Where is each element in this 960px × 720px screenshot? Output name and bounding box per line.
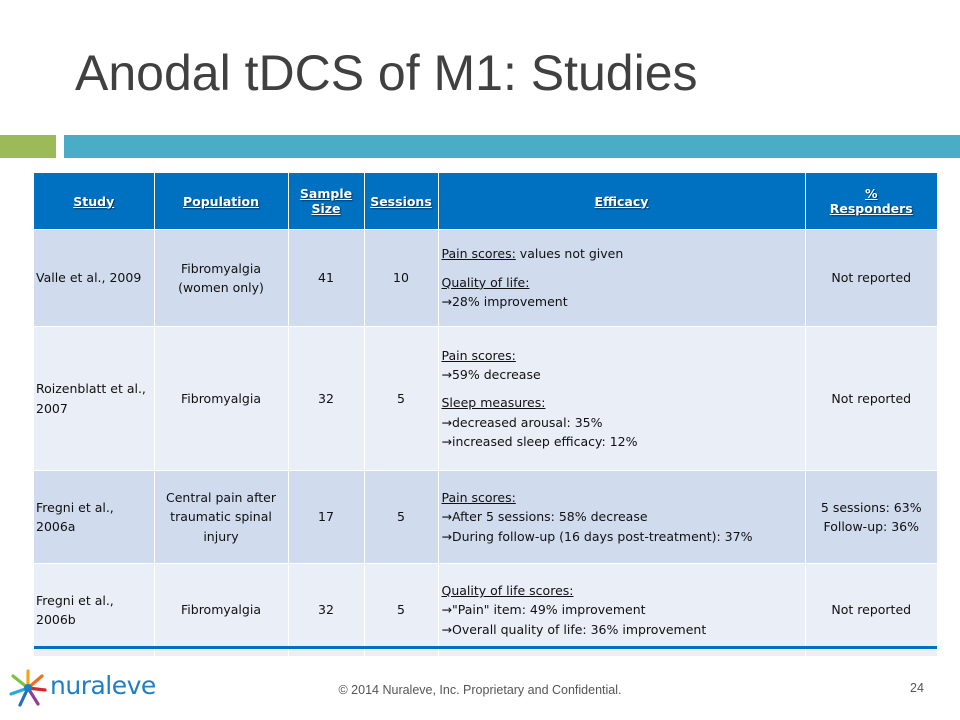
header-responders-line1: % — [864, 186, 878, 201]
cell-responders: Not reported — [805, 326, 937, 471]
efficacy-text: values not given — [515, 246, 624, 262]
header-sample-size-line2: Size — [311, 201, 341, 216]
cell-sessions: 5 — [364, 470, 439, 564]
cell-responders: Not reported — [805, 229, 937, 327]
header-population: Population — [154, 173, 289, 230]
cell-responders: Not reported — [805, 563, 937, 656]
efficacy-line: →decreased arousal: 35% — [441, 414, 603, 430]
cell-population: Fibromyalgia — [154, 563, 289, 656]
table-row: Fregni et al., 2006a Central pain after … — [34, 470, 937, 564]
cell-sample-size: 32 — [288, 563, 365, 656]
efficacy-heading: Pain scores: — [441, 246, 516, 262]
efficacy-heading: Quality of life: — [441, 274, 530, 290]
efficacy-heading: Sleep measures: — [441, 395, 546, 411]
table-bottom-border — [34, 646, 937, 649]
starburst-logo-icon — [9, 669, 47, 707]
table-row: Valle et al., 2009 Fibromyalgia (women o… — [34, 229, 937, 327]
page-number: 24 — [910, 681, 924, 695]
logo-wordmark: nuraleve — [50, 671, 156, 700]
cell-sample-size: 32 — [288, 326, 365, 471]
header-responders-line2: Responders — [829, 201, 913, 216]
efficacy-line: →increased sleep efficacy: 12% — [441, 434, 638, 450]
accent-bar-green — [0, 135, 56, 158]
efficacy-heading: Pain scores: — [441, 347, 516, 363]
efficacy-line: →28% improvement — [441, 294, 568, 310]
efficacy-heading: Quality of life scores: — [441, 582, 574, 598]
studies-table: Study Population Sample Size Sessions Ef… — [34, 173, 937, 656]
cell-efficacy: Pain scores: →After 5 sessions: 58% decr… — [438, 470, 806, 564]
cell-efficacy: Pain scores: values not given Quality of… — [438, 229, 806, 327]
efficacy-line: →59% decrease — [441, 366, 541, 382]
cell-efficacy: Pain scores: →59% decrease Sleep measure… — [438, 326, 806, 471]
cell-sessions: 10 — [364, 229, 439, 327]
efficacy-heading: Pain scores: — [441, 489, 516, 505]
cell-study: Fregni et al., 2006a — [34, 470, 155, 564]
accent-bar-blue — [64, 135, 960, 158]
cell-study: Fregni et al., 2006b — [34, 563, 155, 656]
cell-sample-size: 17 — [288, 470, 365, 564]
nuraleve-logo: nuraleve — [8, 668, 168, 708]
responders-line: 5 sessions: 63% — [820, 499, 922, 515]
cell-sample-size: 41 — [288, 229, 365, 327]
cell-population: Fibromyalgia (women only) — [154, 229, 289, 327]
cell-efficacy: Quality of life scores: →"Pain" item: 49… — [438, 563, 806, 656]
efficacy-line: Pain scores: values not given — [442, 244, 800, 263]
header-sample-size: Sample Size — [288, 173, 365, 230]
cell-sessions: 5 — [364, 563, 439, 656]
table-header-row: Study Population Sample Size Sessions Ef… — [34, 173, 937, 230]
cell-study: Roizenblatt et al., 2007 — [34, 326, 155, 471]
cell-population: Fibromyalgia — [154, 326, 289, 471]
efficacy-line: →Overall quality of life: 36% improvemen… — [441, 621, 707, 637]
cell-sessions: 5 — [364, 326, 439, 471]
cell-responders: 5 sessions: 63% Follow-up: 36% — [805, 470, 937, 564]
efficacy-line: →During follow-up (16 days post-treatmen… — [441, 528, 753, 544]
header-responders: % Responders — [805, 173, 937, 230]
header-sessions: Sessions — [364, 173, 439, 230]
footer-copyright: © 2014 Nuraleve, Inc. Proprietary and Co… — [338, 683, 622, 697]
table-row: Fregni et al., 2006b Fibromyalgia 32 5 Q… — [34, 563, 937, 656]
header-efficacy: Efficacy — [438, 173, 806, 230]
table-row: Roizenblatt et al., 2007 Fibromyalgia 32… — [34, 326, 937, 471]
efficacy-line: →After 5 sessions: 58% decrease — [441, 509, 648, 525]
efficacy-line: Quality of life: — [442, 273, 800, 292]
header-sample-size-line1: Sample — [299, 186, 353, 201]
efficacy-line: →"Pain" item: 49% improvement — [441, 602, 646, 618]
cell-population: Central pain after traumatic spinal inju… — [154, 470, 289, 564]
cell-study: Valle et al., 2009 — [34, 229, 155, 327]
header-study: Study — [34, 173, 155, 230]
responders-line: Follow-up: 36% — [823, 519, 920, 534]
slide-title: Anodal tDCS of M1: Studies — [75, 45, 698, 101]
